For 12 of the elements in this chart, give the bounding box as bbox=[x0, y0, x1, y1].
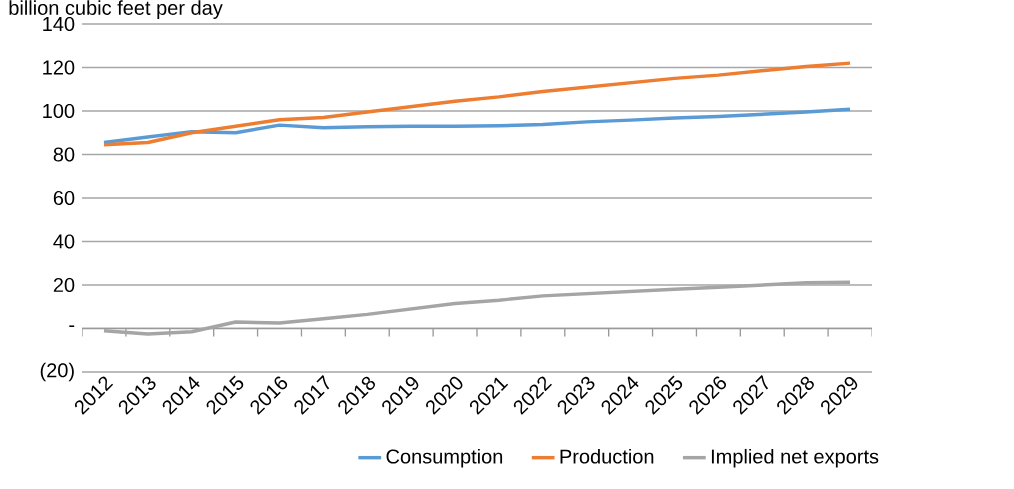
y-tick-label: 120 bbox=[43, 60, 75, 75]
y-tick-label: 100 bbox=[43, 103, 75, 119]
y-tick-label: (20) bbox=[40, 362, 74, 382]
y-tick-label: 140 bbox=[43, 16, 75, 32]
y-tick-label: - bbox=[69, 325, 75, 327]
y-tick-label: 60 bbox=[53, 190, 75, 206]
y-tick-label: 80 bbox=[53, 147, 75, 162]
y-tick-label: 40 bbox=[53, 234, 75, 249]
y-tick-label: 20 bbox=[53, 277, 75, 293]
legend-label: Consumption bbox=[386, 448, 503, 468]
legend-label: Implied net exports bbox=[711, 448, 879, 468]
legend-label: Production bbox=[560, 448, 654, 464]
